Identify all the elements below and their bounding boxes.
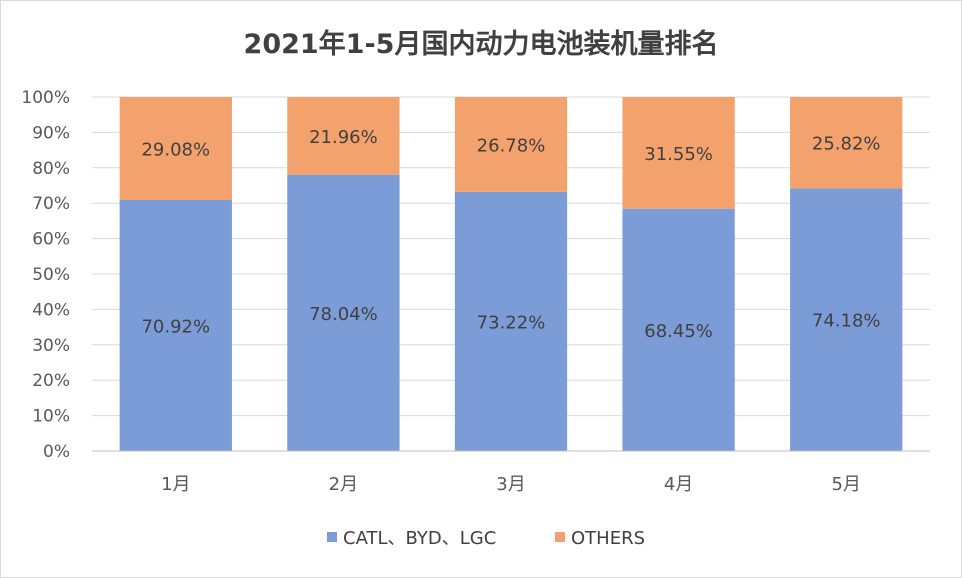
data-label: 21.96% — [309, 127, 378, 148]
chart-title: 2021年1-5月国内动力电池装机量排名 — [244, 28, 719, 60]
x-axis-categories: 1月 2月 3月 4月 5月 — [161, 474, 861, 495]
y-tick-label: 60% — [32, 230, 70, 250]
y-tick-label: 10% — [32, 407, 70, 427]
legend-label: CATL、BYD、LGC — [343, 528, 496, 549]
y-tick-label: 100% — [21, 88, 70, 108]
bar-segment-catl-byd-lgc — [287, 174, 400, 451]
data-label: 29.08% — [141, 139, 210, 160]
x-category-label: 4月 — [664, 474, 693, 495]
y-tick-label: 70% — [32, 194, 70, 214]
data-label: 26.78% — [477, 135, 546, 156]
data-label: 25.82% — [812, 134, 881, 155]
data-label: 73.22% — [477, 312, 546, 333]
bar-segment-others — [622, 97, 735, 209]
x-category-label: 3月 — [496, 474, 525, 495]
data-label: 74.18% — [812, 311, 881, 332]
bar-segment-catl-byd-lgc — [119, 199, 232, 451]
data-label: 31.55% — [644, 144, 713, 165]
bar-segment-others — [454, 97, 568, 192]
data-label: 78.04% — [309, 304, 378, 325]
x-category-label: 5月 — [831, 474, 860, 495]
data-labels: 70.92% 29.08% 78.04% 21.96% 73.22% 26.78% 68.4… — [141, 127, 880, 342]
bar-segment-others — [119, 97, 232, 200]
x-category-label: 1月 — [161, 474, 190, 495]
legend: CATL、BYD、LGC OTHERS — [327, 528, 645, 549]
bar-segment-catl-byd-lgc — [454, 191, 568, 451]
data-label: 68.45% — [644, 321, 713, 342]
y-tick-label: 40% — [32, 300, 70, 320]
x-category-label: 2月 — [329, 474, 358, 495]
y-tick-label: 30% — [32, 336, 70, 356]
legend-swatch — [327, 532, 337, 542]
bar-segment-others — [287, 97, 400, 175]
y-tick-label: 50% — [32, 265, 70, 285]
bars — [119, 97, 903, 451]
y-tick-label: 80% — [32, 159, 70, 179]
data-label: 70.92% — [141, 316, 210, 337]
legend-swatch — [555, 532, 565, 542]
bar-segment-catl-byd-lgc — [790, 188, 903, 451]
y-tick-label: 20% — [32, 371, 70, 391]
y-tick-label: 0% — [43, 442, 70, 462]
bar-segment-others — [790, 97, 903, 189]
y-axis-ticks: 0% 10% 20% 30% 40% 50% 60% 70% 80% 90% 100% — [21, 88, 70, 462]
y-tick-label: 90% — [32, 123, 70, 143]
legend-label: OTHERS — [571, 528, 645, 549]
bar-segment-catl-byd-lgc — [622, 208, 735, 451]
